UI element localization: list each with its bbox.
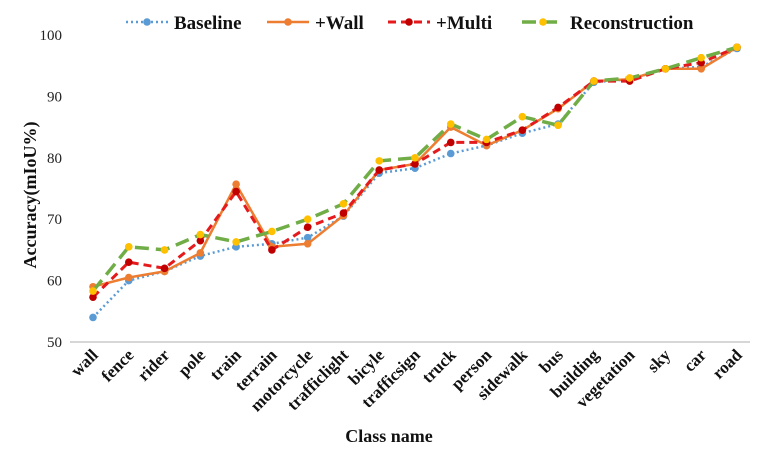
data-point [303, 215, 312, 223]
legend-swatch-marker [405, 18, 413, 26]
y-tick-label: 70 [47, 212, 62, 228]
data-point [303, 239, 312, 248]
data-point [89, 313, 97, 322]
data-point [89, 293, 97, 301]
data-point [268, 246, 276, 254]
x-tick-label: pole [174, 345, 209, 380]
y-axis-title: Accuracy(mIoU%) [20, 122, 41, 269]
x-tick-label: sky [643, 345, 674, 376]
legend-item: Baseline [126, 13, 242, 34]
series-group [89, 44, 741, 322]
data-point [303, 223, 312, 231]
data-point [232, 238, 240, 246]
data-point [446, 149, 455, 158]
legend-label: +Wall [315, 13, 364, 34]
data-point [554, 103, 562, 112]
data-point [89, 287, 97, 295]
data-point [446, 120, 455, 128]
y-tick-label: 100 [40, 28, 63, 44]
data-point [339, 200, 348, 208]
legend-swatch-marker [284, 18, 292, 26]
data-point [124, 273, 133, 282]
data-point [411, 160, 419, 168]
data-point [446, 138, 455, 147]
data-point [232, 187, 240, 196]
y-axis: 50 60 70 80 90 100 [40, 28, 63, 351]
legend-label: Baseline [174, 13, 242, 34]
data-point [518, 126, 527, 134]
series-group [89, 43, 741, 301]
chart-legend: Baseline +Wall +Multi Reconstruction [126, 13, 694, 34]
data-point [661, 64, 670, 73]
x-tick-label: car [680, 345, 710, 375]
data-point [339, 209, 348, 217]
data-point [554, 121, 562, 130]
y-tick-label: 90 [47, 89, 62, 105]
legend-label: +Multi [436, 13, 492, 34]
data-point [482, 135, 491, 144]
data-point [268, 227, 276, 236]
series-line [92, 47, 738, 319]
x-axis-title: Class name [345, 426, 433, 446]
data-point [375, 157, 384, 165]
data-point [196, 236, 205, 245]
data-point [375, 166, 384, 174]
data-point [160, 264, 169, 273]
x-tick-label: wall [67, 345, 102, 380]
data-point [518, 112, 527, 121]
y-tick-label: 60 [47, 274, 62, 290]
legend-item: +Wall [267, 13, 364, 34]
x-tick-label: rider [134, 345, 174, 385]
legend-label: Reconstruction [570, 13, 694, 34]
x-tick-label: fence [97, 345, 137, 385]
data-point [196, 249, 205, 257]
legend-item: +Multi [388, 13, 492, 34]
y-tick-label: 50 [47, 335, 62, 351]
data-point [625, 74, 634, 82]
data-point [232, 180, 240, 189]
y-tick-label: 80 [47, 151, 62, 167]
data-point [124, 258, 133, 266]
legend-item: Reconstruction [522, 13, 694, 34]
data-point [697, 53, 706, 62]
legend-swatch-marker [143, 18, 151, 26]
data-point [733, 43, 741, 52]
data-point [411, 154, 419, 162]
data-point [124, 243, 133, 251]
legend-swatch-marker [539, 18, 547, 26]
data-point [303, 233, 312, 242]
x-tick-label: road [709, 345, 747, 383]
data-point [196, 230, 205, 239]
data-point [697, 64, 706, 73]
data-point [590, 77, 598, 85]
data-point [160, 246, 169, 254]
series-layer [89, 43, 741, 322]
series-group [89, 43, 741, 295]
